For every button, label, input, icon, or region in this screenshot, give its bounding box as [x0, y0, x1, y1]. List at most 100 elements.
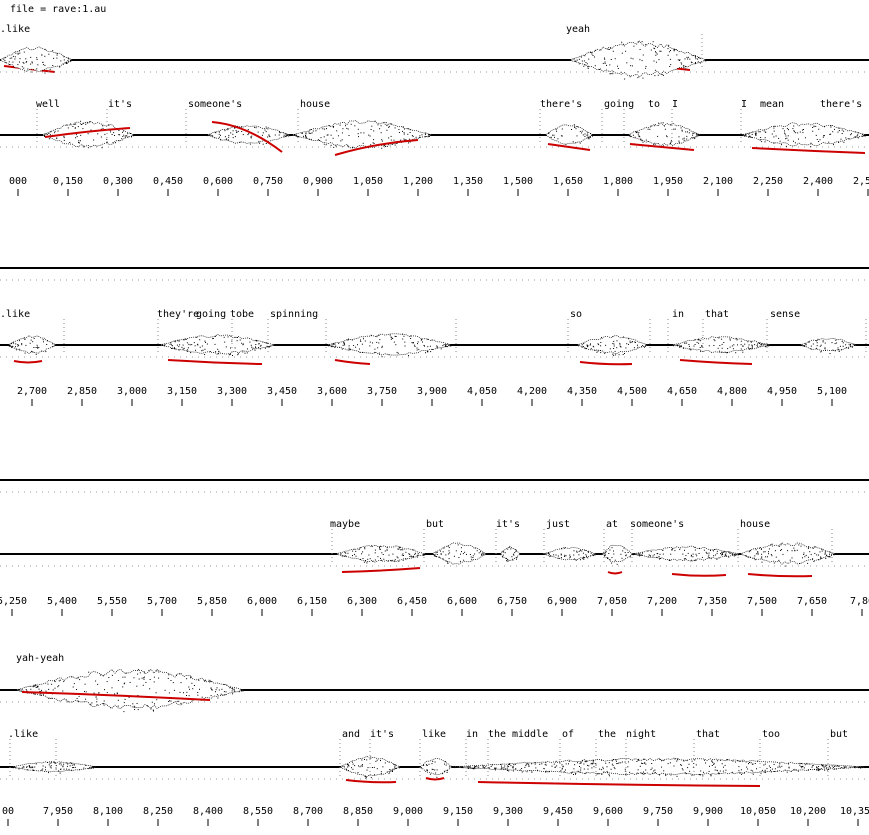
waveform-dot	[381, 346, 383, 348]
waveform-dot	[408, 142, 409, 144]
waveform-dot	[735, 337, 737, 339]
waveform-dot	[590, 348, 592, 350]
tick-label: 9,300	[493, 806, 523, 817]
waveform-dot	[66, 762, 68, 764]
waveform-dot	[247, 348, 248, 350]
waveform-dot	[682, 347, 684, 349]
waveform-dot	[383, 121, 385, 123]
waveform-dot	[371, 767, 373, 768]
waveform-dot	[604, 552, 606, 554]
waveform-dot	[358, 765, 359, 767]
waveform-dot	[648, 554, 650, 556]
waveform-dot	[388, 137, 390, 139]
waveform-dot	[669, 66, 671, 67]
waveform-dot	[713, 345, 715, 346]
waveform-dot	[352, 768, 354, 770]
waveform-dot	[756, 344, 758, 346]
waveform-dot	[544, 764, 546, 766]
waveform-dot	[394, 144, 396, 146]
waveform-dot	[118, 130, 120, 131]
waveform-dot	[301, 132, 303, 134]
waveform-dot	[424, 554, 426, 556]
waveform-dot	[775, 556, 777, 558]
waveform-dot	[190, 676, 192, 678]
waveform-dot	[609, 775, 610, 777]
waveform-dot	[19, 348, 21, 350]
waveform-dot	[388, 125, 390, 127]
waveform-dot	[218, 689, 220, 691]
waveform-dot	[427, 346, 429, 348]
waveform-dot	[841, 767, 843, 768]
tick-label: 8,550	[243, 806, 273, 817]
waveform-dot	[17, 52, 19, 54]
waveform-dot	[749, 556, 751, 558]
waveform-dot	[529, 770, 531, 772]
waveform-dot	[757, 551, 759, 553]
waveform-dot	[266, 342, 268, 344]
waveform-dot	[752, 773, 754, 775]
waveform-dot	[428, 134, 430, 136]
waveform-dot	[759, 547, 761, 548]
waveform-dot	[683, 760, 685, 762]
waveform-dot	[590, 343, 591, 345]
waveform-dot	[561, 548, 563, 550]
waveform-dot	[630, 65, 632, 67]
waveform-dot	[701, 346, 703, 348]
waveform-dot	[564, 554, 566, 556]
waveform-dot	[158, 671, 160, 673]
word-label: in	[672, 309, 684, 320]
waveform-dot	[37, 347, 39, 349]
waveform-dot	[610, 73, 612, 75]
waveform-dot	[600, 769, 602, 771]
pitch-track	[547, 143, 591, 151]
waveform-dot	[305, 132, 307, 134]
waveform-dot	[582, 346, 584, 348]
waveform-dot	[136, 703, 138, 704]
waveform-dot	[19, 689, 21, 691]
waveform-dot	[606, 766, 608, 768]
waveform-dot	[308, 132, 310, 134]
waveform-dot	[178, 700, 180, 702]
waveform-dot	[104, 689, 105, 691]
waveform-dot	[552, 134, 554, 136]
waveform-dot	[47, 683, 49, 685]
waveform-dot	[378, 335, 380, 336]
waveform-dot	[559, 762, 561, 764]
pitch-track	[21, 691, 211, 701]
waveform-dot	[555, 760, 557, 762]
waveform-dot	[732, 771, 734, 773]
waveform-dot	[632, 58, 634, 60]
waveform-dot	[202, 349, 204, 351]
waveform-dot	[587, 136, 589, 138]
waveform-dot	[217, 353, 219, 354]
waveform-dot	[285, 133, 287, 135]
waveform-dot	[687, 552, 689, 554]
waveform-dot	[392, 338, 394, 339]
waveform-dot	[241, 690, 243, 692]
waveform-dot	[11, 345, 13, 347]
waveform-dot	[716, 550, 718, 552]
waveform-dot	[809, 551, 811, 553]
waveform-dot	[694, 547, 696, 548]
waveform-dot	[713, 764, 715, 765]
waveform-dot	[223, 336, 225, 338]
waveform-dot	[580, 762, 582, 764]
waveform-dot	[18, 344, 20, 346]
tick-label: 0,150	[53, 176, 83, 187]
waveform-dot	[641, 346, 642, 348]
waveform-dot	[426, 769, 428, 771]
waveform-dot	[197, 344, 199, 346]
tick-label: 1,500	[503, 176, 533, 187]
waveform-dot	[118, 140, 120, 142]
waveform-dot	[357, 133, 359, 135]
waveform-dot	[857, 134, 859, 136]
waveform-dot	[474, 547, 476, 549]
waveform-dot	[733, 344, 735, 346]
waveform-dot	[718, 772, 720, 774]
waveform-dot	[740, 348, 742, 350]
waveform-dot	[114, 135, 115, 136]
waveform-dot	[326, 134, 328, 136]
waveform-dot	[748, 344, 750, 346]
waveform-dot	[502, 554, 504, 556]
waveform-dot	[585, 772, 587, 774]
